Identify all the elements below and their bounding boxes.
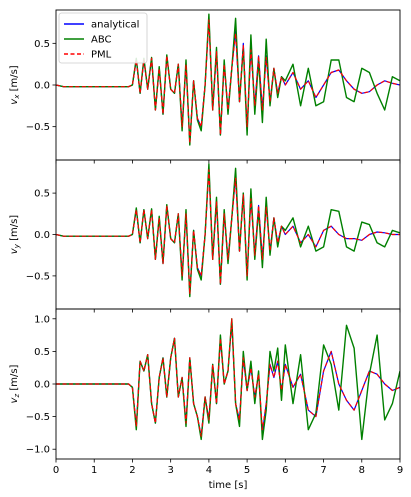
x-tick-label: 2	[129, 465, 135, 476]
series-pml-line	[56, 169, 400, 295]
chart-panels: −0.5 0.0 0.5 vx [m/s] analytical ABC PML −0.5 0.…	[9, 9, 403, 476]
series-pml-line	[56, 318, 400, 437]
x-tick-label: 4	[206, 465, 212, 476]
chart-panel-z: −1.0 −0.5 0.0 0.5 1.0 0 1 2 3 4 5 6 7 8 9 vz [m/s]	[9, 308, 403, 476]
y-tick-label: −0.5	[26, 122, 50, 133]
x-tick-label: 6	[282, 465, 288, 476]
x-tick-label: 1	[91, 465, 97, 476]
x-tick-label: 7	[320, 465, 326, 476]
x-tick-label: 8	[359, 465, 365, 476]
y-tick-label: 0.0	[34, 81, 50, 92]
chart-panel-x: −0.5 0.0 0.5 vx [m/s] analytical ABC PML	[9, 9, 401, 164]
y-tick-label: −0.5	[26, 271, 50, 282]
y-tick-label: 0.5	[34, 347, 50, 358]
y-tick-label: −1.0	[26, 445, 50, 456]
y-tick-label: 0.0	[34, 380, 50, 391]
y-tick-label: −0.5	[26, 412, 50, 423]
x-tick-label: 9	[397, 465, 403, 476]
legend-label-abc: ABC	[91, 35, 112, 46]
y-tick-label: 0.5	[34, 189, 50, 200]
x-tick-label: 3	[167, 465, 173, 476]
y-tick-label: 1.0	[34, 314, 50, 325]
y-tick-label: 0.0	[34, 230, 50, 241]
y-axis-label: vy [m/s]	[9, 215, 21, 254]
series-pml-line	[56, 19, 400, 144]
x-tick-label: 5	[244, 465, 250, 476]
legend-label-analytical: analytical	[91, 20, 139, 31]
x-tick-label: 0	[53, 465, 59, 476]
y-axis-label: vz [m/s]	[9, 364, 21, 403]
y-axis-label: vx [m/s]	[9, 65, 21, 104]
y-tick-label: 0.5	[34, 39, 50, 50]
x-axis-label: time [s]	[209, 480, 248, 491]
legend: analytical ABC PML	[58, 12, 148, 64]
legend-label-pml: PML	[91, 50, 112, 61]
legend-box	[58, 12, 148, 64]
